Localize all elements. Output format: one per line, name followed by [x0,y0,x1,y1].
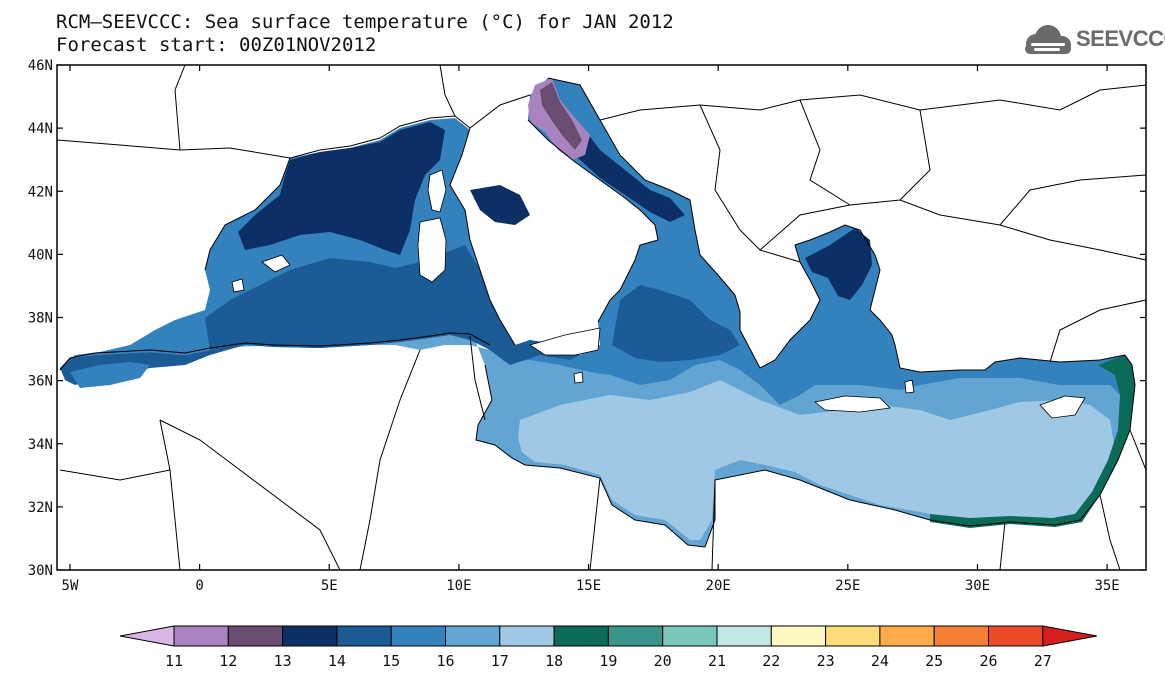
colorbar-label: 21 [708,652,726,670]
sea-region-11-12-adriatic [540,82,582,150]
island-cyprus [1039,395,1086,419]
colorbar-cell [879,625,935,647]
colorbar-cell [933,625,990,647]
lon-axis: 5W 0 5E 10E 15E 20E 25E 30E 35E [62,65,1120,594]
colorbar-cell [825,625,881,647]
colorbar-cell [662,625,718,647]
sea-region-alboran [70,362,150,388]
sea-region-14-15-ionian [612,285,740,362]
lat-tick-label: 42N [28,184,53,200]
lon-tick-label: 30E [965,578,990,594]
sea-region-13-14-adriatic [560,120,685,222]
coastlines [56,64,1147,571]
lat-tick-label: 40N [28,247,53,263]
lat-tick-label: 30N [28,563,53,579]
colorbar-label: 23 [817,652,835,670]
colorbar-label: 22 [762,652,780,670]
sea-region-13-14-aegean [805,228,872,300]
lon-tick-label: 5W [62,578,79,594]
lon-tick-label: 5E [321,578,338,594]
colorbar-cell [988,625,1044,647]
lat-tick-label: 44N [28,121,53,137]
map-title: RCM–SEEVCCC: Sea surface temperature (°C… [56,11,674,33]
lat-tick-label: 34N [28,437,53,453]
sea-region-13-14-tyrrhenian [470,185,530,225]
colorbar-min-arrow [119,625,175,647]
colorbar-label: 16 [436,652,454,670]
lon-tick-label: 0 [195,578,203,594]
colorbar-cell [227,625,284,647]
sea-region-18-19 [930,355,1135,528]
lat-tick-label: 46N [28,58,53,74]
colorbar-label: 25 [925,652,943,670]
colorbar-label: 13 [274,652,292,670]
lon-tick-label: 15E [576,578,601,594]
colorbar-cell [282,625,338,647]
colorbar-label: 26 [979,652,997,670]
colorbar-max-arrow [1042,625,1097,647]
colorbar: 11 12 13 14 15 16 17 18 19 20 21 22 23 24 25 26 27 [119,625,1097,670]
map-subtitle: Forecast start: 00Z01NOV2012 [56,34,377,56]
lat-axis: 30N 32N 34N 36N 38N 40N 42N 44N 46N [28,58,1146,579]
island-mallorca [261,254,291,273]
lat-tick-label: 38N [28,311,53,327]
colorbar-label: 11 [165,652,183,670]
colorbar-label: 15 [382,652,400,670]
colorbar-label: 20 [654,652,672,670]
lon-tick-label: 20E [706,578,731,594]
sea-region-14-15-west [60,245,580,385]
lat-tick-label: 32N [28,500,53,516]
island-crete [814,395,891,413]
sea-region-13-14-lion [238,122,445,255]
colorbar-cell [553,625,609,647]
colorbar-label: 17 [491,652,509,670]
sea-region-15-16-aegean [815,325,890,370]
logo-text: SEEVCCC [1076,26,1165,51]
colorbar-label: 27 [1034,652,1052,670]
colorbar-label: 19 [599,652,617,670]
colorbar-cell [390,625,447,647]
islands [231,169,1086,419]
island-sardinia [417,217,447,283]
colorbar-cell [607,625,664,647]
colorbar-label: 12 [219,652,237,670]
colorbar-label: 18 [545,652,563,670]
cloud-icon [1025,25,1071,54]
sea-region-17-18 [518,380,1115,540]
colorbar-cell [336,625,392,647]
colorbar-cell [499,625,555,647]
colorbar-label: 14 [328,652,346,670]
lon-tick-label: 25E [835,578,860,594]
colorbar-cell [770,625,827,647]
island-ibiza [231,278,245,293]
island-corsica [427,169,447,213]
colorbar-cell [445,625,501,647]
island-rhodes [904,379,915,394]
island-malta [573,371,584,384]
colorbar-cell [716,625,772,647]
sea-fill [60,78,1135,547]
colorbar-label: 24 [871,652,889,670]
lon-tick-label: 10E [446,578,471,594]
colorbar-cell [173,625,229,647]
lat-tick-label: 36N [28,374,53,390]
island-sicily [529,327,601,356]
lon-tick-label: 35E [1094,578,1119,594]
